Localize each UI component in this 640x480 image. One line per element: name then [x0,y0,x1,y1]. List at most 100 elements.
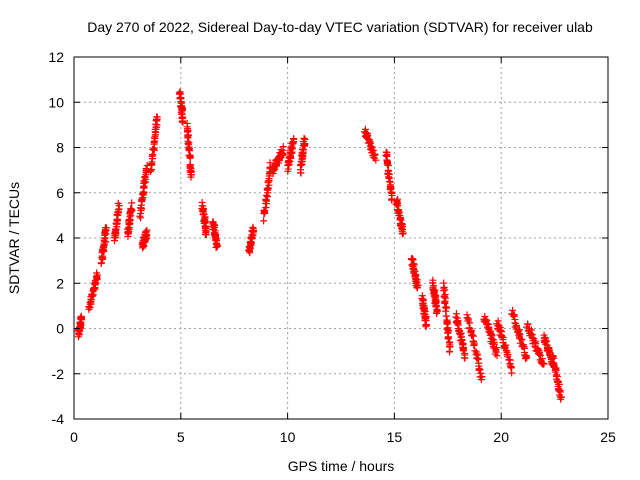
y-tick-label: -4 [52,411,65,427]
data-point [434,307,442,315]
data-point [442,304,450,312]
data-point [387,188,395,196]
data-point [286,153,294,161]
data-points [74,88,565,403]
data-point [552,372,560,380]
data-point [264,185,272,193]
data-point [422,323,430,331]
x-tick-label: 10 [280,429,296,445]
x-axis-label: GPS time / hours [288,458,395,474]
data-point [420,307,428,315]
data-point [395,209,403,217]
data-point [551,365,559,373]
data-point [248,235,256,243]
data-point [476,366,484,374]
data-point [478,373,486,381]
x-tick-label: 20 [493,429,509,445]
data-point [127,207,135,215]
data-point [88,292,96,300]
data-point [301,135,309,143]
data-point [508,369,516,377]
data-point [148,152,156,160]
data-point [285,161,293,169]
grid [74,57,608,419]
data-point [94,271,102,279]
data-point [372,156,380,164]
data-point [528,331,536,339]
y-tick-label: 8 [56,140,64,156]
data-point [394,202,402,210]
data-point [128,206,136,214]
data-point [513,322,521,330]
data-point [149,145,157,153]
data-point [179,118,187,126]
data-point [187,171,195,179]
data-point [468,331,476,339]
x-tick-label: 15 [387,429,403,445]
y-axis-label: SDTVAR / TECUs [6,182,22,294]
data-point [87,297,95,305]
data-point [470,341,478,349]
chart-title: Day 270 of 2022, Sidereal Day-to-day VTE… [87,19,593,35]
data-point [186,153,194,161]
data-point [101,224,109,232]
data-point [524,320,532,328]
data-point [421,312,429,320]
data-point [444,333,452,341]
data-point [261,207,269,215]
data-point [522,353,530,361]
data-point [287,149,295,157]
data-point [516,331,524,339]
data-point [461,354,469,362]
y-tick-label: 6 [56,185,64,201]
data-point [101,238,109,246]
data-point [297,162,305,170]
data-point [556,386,564,394]
data-point [499,335,507,343]
x-tick-label: 5 [177,429,185,445]
data-point [142,167,150,175]
data-point [300,134,308,142]
data-point [399,229,407,237]
data-point [501,343,509,351]
data-point [185,146,193,154]
data-point [213,242,221,250]
data-point [445,338,453,346]
data-point [536,350,544,358]
axis-ticks: 0 5 10 15 20 25 -4 -2 0 2 4 6 8 10 12 [48,49,616,445]
data-point [140,182,148,190]
y-tick-label: 10 [48,94,64,110]
data-point [527,329,535,337]
data-point [446,348,454,356]
data-point [143,231,151,239]
data-point [491,350,499,358]
data-point [142,232,150,240]
x-tick-label: 25 [600,429,616,445]
data-point [290,135,298,143]
data-point [102,230,110,238]
y-tick-label: 12 [48,49,64,65]
data-point [250,227,258,235]
y-tick-label: 0 [56,321,64,337]
data-point [473,354,481,362]
data-point [78,315,86,323]
y-tick-label: -2 [52,366,65,382]
data-point [493,352,501,360]
y-tick-label: 2 [56,275,64,291]
y-tick-label: 4 [56,230,64,246]
data-point [266,159,274,167]
data-point [495,322,503,330]
data-point [150,134,158,142]
data-point [497,326,505,334]
data-point [128,199,136,207]
data-point [288,145,296,153]
data-point [463,314,471,322]
data-point [112,226,120,234]
data-point [153,113,161,121]
data-point [410,266,418,274]
data-point [518,336,526,344]
data-point [490,340,498,348]
data-point [542,337,550,345]
